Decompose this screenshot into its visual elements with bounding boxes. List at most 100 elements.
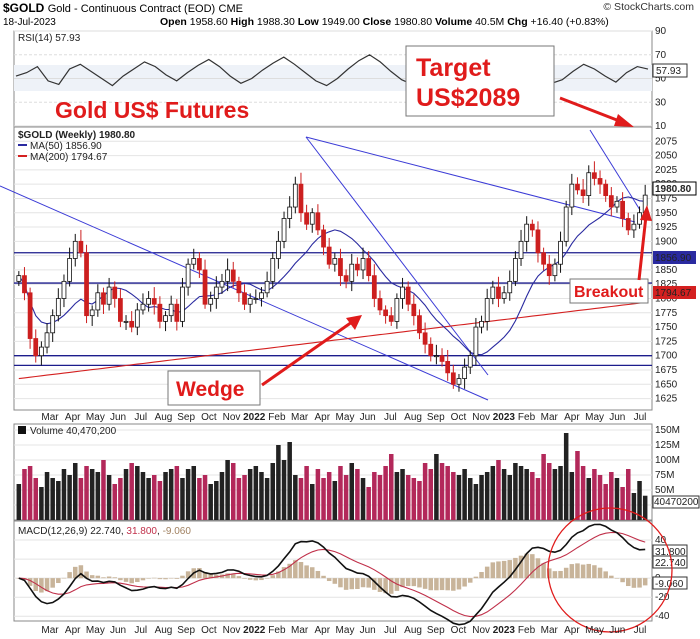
volume-bar [372,472,377,520]
candle-body [563,206,569,242]
macd-hist-bar [78,565,84,579]
volume-bar [157,481,163,520]
price-tick-label: 1775 [655,308,678,319]
ma50-line [18,196,646,356]
candles [16,161,648,392]
volume-bar [140,472,146,520]
breakout-callout: Breakout [569,205,652,304]
volume-bar [242,475,247,520]
macd-tick-label: -40 [655,611,670,622]
volume-bar [44,472,50,520]
macd-hist-bar [180,575,185,579]
target-arrow-group [559,96,634,127]
macd-hist-bar [112,577,118,579]
volume-bar [293,475,298,520]
candle-body [614,200,620,208]
candle-body [383,309,388,317]
macd-hist-bar [417,578,422,588]
price-x-label: Mar [41,412,59,423]
candle-body [185,263,191,288]
volume-bar [501,469,507,520]
volume-legend: Volume 40,470,200 [30,426,117,437]
candle-body [467,355,473,368]
macd-hist-bar [360,578,366,588]
volume-bar [191,466,197,520]
macd-x-label: Apr [315,625,331,636]
volume-bar [33,478,39,520]
candle-body [349,263,355,282]
price-x-label: Nov [472,412,490,423]
candle-body [524,223,530,242]
rsi-legend: RSI(14) 57.93 [18,33,81,44]
volume-bar [89,469,95,520]
volume-panel: 25M50M75M100M125M150M Volume 40,470,200 … [13,423,700,521]
macd-hist-bar [405,578,411,587]
symbol: $GOLD [3,1,45,15]
volume-bar [642,495,648,520]
macd-highlight-circle [547,507,673,633]
volume-bar [264,478,270,520]
volume-bar [309,484,315,520]
macd-hist-bar [332,578,338,584]
candle-body [507,280,513,294]
price-x-label: Jun [609,412,625,423]
macd-hist-bar [304,565,309,579]
candle-body [473,326,479,357]
macd-hist-bar [315,570,321,579]
macd-hist-bar [326,578,332,582]
candle-body [270,258,276,282]
macd-hist-bar [400,578,405,588]
volume-bar [609,472,614,520]
price-grid [14,140,652,400]
macd-hist-bar [146,578,151,579]
exchange: CME [218,3,243,15]
candle-body [625,218,631,231]
macd-hist-bar [50,578,55,588]
candle-body [518,240,524,259]
macd-hist-bar [428,578,434,591]
macd-hist-bar [625,578,631,587]
macd-hist-bar [535,558,541,579]
candle-body [405,286,411,305]
candle-body [67,258,72,282]
candle-body [208,298,214,305]
candle-body [569,183,575,208]
volume-bar [434,454,439,520]
candle-body [456,378,462,385]
breakout-box [569,278,649,304]
candle-body [388,315,394,322]
macd-hist-bar [44,578,50,592]
candle-body [428,343,434,357]
macd-hist-bar [541,563,546,579]
macd-hist-bar [552,571,558,579]
volume-bar [625,469,631,520]
candle-body [253,298,259,300]
macd-signal-line [18,531,646,618]
volume-bar [208,484,213,520]
candle-body [61,280,67,299]
rsi-last-label: 57.93 [656,66,681,77]
macd-hist-bar [496,561,501,579]
macd-hist-bar [321,575,326,579]
candle-body [501,292,507,299]
volume-bar [417,481,422,520]
close-last-box [652,181,697,196]
volume-bar [456,475,462,520]
macd-x-label: Aug [155,625,173,636]
ma200-last-box [653,286,696,299]
macd-hist-bar [259,578,264,581]
macd-x-label: Apr [564,625,580,636]
ohlc-readout: Open 1958.60 High 1988.30 Low 1949.00 Cl… [160,16,609,28]
volume-bar [467,478,473,520]
volume-bar [281,460,287,520]
candle-body [287,206,293,219]
macd-x-label: Nov [223,625,241,636]
macd-x-label: Jun [110,625,126,636]
price-x-label: Feb [518,412,536,423]
macd-hist-bar [208,574,213,579]
price-tick-label: 1700 [655,351,678,362]
candle-body [360,258,366,271]
volume-bar [439,463,445,520]
candle-body [157,303,163,322]
macd-x-label: Oct [451,625,467,636]
